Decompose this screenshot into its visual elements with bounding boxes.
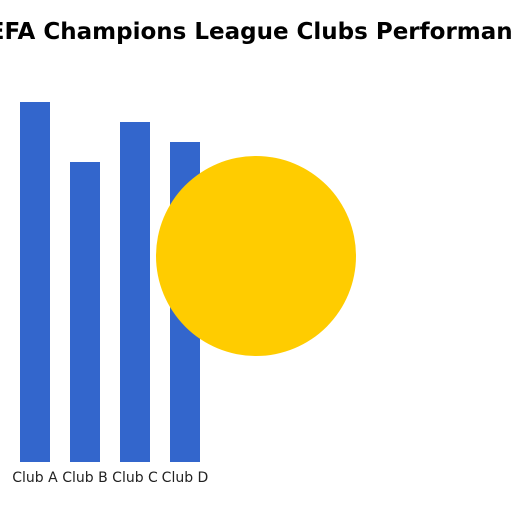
bar-club-c [120, 122, 150, 462]
chart-title: UEFA Champions League Clubs Performance [0, 19, 512, 45]
tick-label-group: Club A Club B Club C Club D [12, 470, 208, 486]
x-tick-label: Club D [162, 470, 209, 486]
bar-club-b [70, 162, 100, 462]
x-tick-label: Club C [112, 470, 158, 486]
x-tick-label: Club A [12, 470, 58, 486]
x-tick-label: Club B [62, 470, 107, 486]
highlight-circle [156, 156, 356, 356]
bar-club-a [20, 102, 50, 462]
